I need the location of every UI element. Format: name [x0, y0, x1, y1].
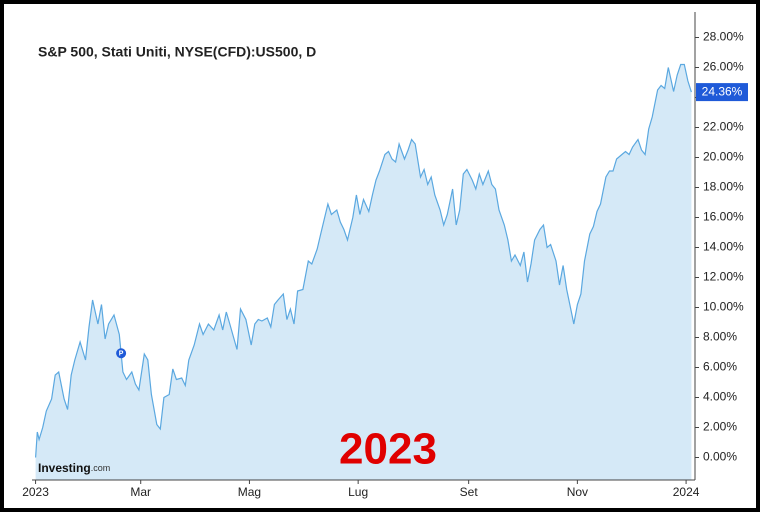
x-tick-label: Set	[460, 485, 479, 499]
y-tick-label: 10.00%	[703, 300, 744, 314]
y-tick-label: 2.00%	[703, 420, 737, 434]
y-tick-label: 8.00%	[703, 330, 737, 344]
y-tick-label: 28.00%	[703, 30, 744, 44]
y-tick-label: 12.00%	[703, 270, 744, 284]
area-fill	[35, 64, 692, 480]
plot-area	[35, 63, 692, 480]
y-tick-label: 14.00%	[703, 240, 744, 254]
x-tick-label: 2023	[22, 485, 49, 499]
last-value-badge	[696, 83, 748, 102]
brand-name: Investing	[38, 461, 91, 475]
event-marker	[116, 348, 127, 359]
x-tick-label: Nov	[567, 485, 588, 499]
brand-logo: Investing.com	[38, 461, 110, 475]
y-tick-label: 0.00%	[703, 450, 737, 464]
last-value-label: 24.36%	[702, 84, 743, 98]
chart-title: S&P 500, Stati Uniti, NYSE(CFD):US500, D	[38, 44, 316, 60]
brand-suffix: .com	[91, 463, 111, 473]
x-tick-label: Mag	[238, 485, 261, 499]
year-annotation: 2023	[339, 425, 437, 474]
y-tick-label: 22.00%	[703, 120, 744, 134]
y-tick-label: 16.00%	[703, 210, 744, 224]
event-label: P	[119, 351, 124, 358]
y-tick-label: 20.00%	[703, 150, 744, 164]
y-tick-label: 18.00%	[703, 180, 744, 194]
y-tick-label: 6.00%	[703, 360, 737, 374]
x-tick-label: Mar	[130, 485, 151, 499]
x-tick-label: 2024	[673, 485, 700, 499]
y-tick-label: 26.00%	[703, 60, 744, 74]
x-tick-label: Lug	[348, 485, 368, 499]
price-line	[35, 63, 692, 458]
y-tick-label: 4.00%	[703, 390, 737, 404]
